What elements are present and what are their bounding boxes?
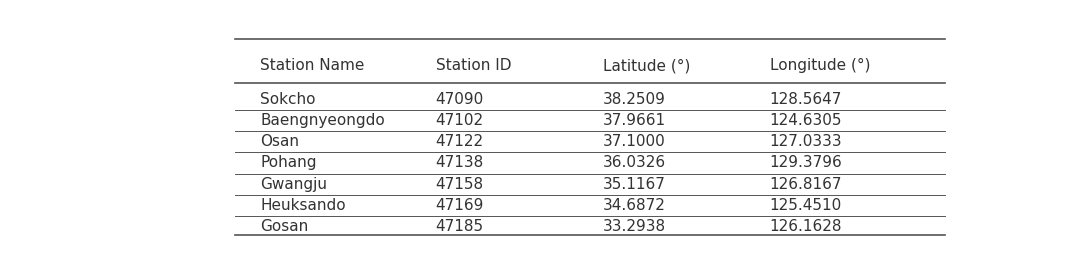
Text: Heuksando: Heuksando	[260, 198, 346, 213]
Text: 128.5647: 128.5647	[770, 92, 842, 107]
Text: 47102: 47102	[436, 113, 484, 128]
Text: 47090: 47090	[436, 92, 484, 107]
Text: 38.2509: 38.2509	[603, 92, 665, 107]
Text: 47158: 47158	[436, 177, 484, 192]
Text: 37.1000: 37.1000	[603, 134, 665, 149]
Text: 47169: 47169	[436, 198, 484, 213]
Text: 124.6305: 124.6305	[770, 113, 842, 128]
Text: 34.6872: 34.6872	[603, 198, 665, 213]
Text: 126.1628: 126.1628	[770, 219, 842, 234]
Text: 125.4510: 125.4510	[770, 198, 842, 213]
Text: 37.9661: 37.9661	[603, 113, 666, 128]
Text: Latitude (°): Latitude (°)	[603, 59, 690, 73]
Text: Baengnyeongdo: Baengnyeongdo	[260, 113, 385, 128]
Text: 127.0333: 127.0333	[770, 134, 842, 149]
Text: Gwangju: Gwangju	[260, 177, 327, 192]
Text: Sokcho: Sokcho	[260, 92, 316, 107]
Text: Station Name: Station Name	[260, 59, 364, 73]
Text: 35.1167: 35.1167	[603, 177, 665, 192]
Text: 47122: 47122	[436, 134, 484, 149]
Text: 47138: 47138	[436, 156, 484, 170]
Text: 129.3796: 129.3796	[770, 156, 842, 170]
Text: Station ID: Station ID	[436, 59, 511, 73]
Text: 126.8167: 126.8167	[770, 177, 842, 192]
Text: Longitude (°): Longitude (°)	[770, 58, 870, 73]
Text: Pohang: Pohang	[260, 156, 317, 170]
Text: 36.0326: 36.0326	[603, 156, 666, 170]
Text: 33.2938: 33.2938	[603, 219, 666, 234]
Text: Osan: Osan	[260, 134, 299, 149]
Text: Gosan: Gosan	[260, 219, 308, 234]
Text: 47185: 47185	[436, 219, 484, 234]
